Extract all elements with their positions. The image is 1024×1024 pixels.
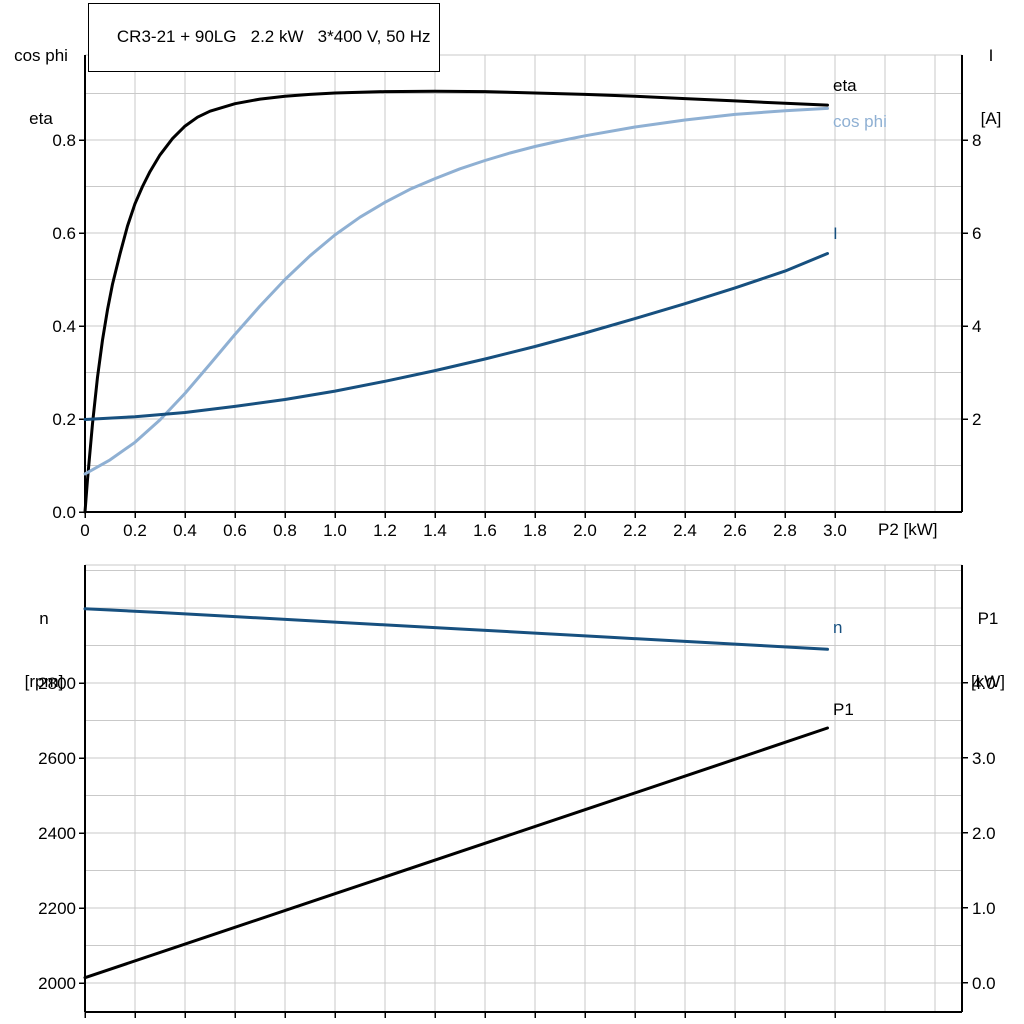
x-axis-title: P2 [kW]	[878, 520, 938, 539]
right-axis-title-line1: I	[988, 46, 994, 65]
bottom-chart-left-axis-title: n [rpm]	[6, 566, 82, 734]
x-tick-label: 0.6	[223, 521, 247, 540]
x-tick-label: 0.8	[273, 521, 297, 540]
x-tick-label: 1.4	[423, 521, 447, 540]
x-tick-label: 1.6	[473, 521, 497, 540]
series-label-speed: n	[833, 618, 842, 637]
left-axis-title-line2: [rpm]	[24, 672, 64, 691]
left-tick-label: 0.4	[52, 317, 76, 336]
left-tick-label: 0.8	[52, 131, 76, 150]
right-tick-label: 3.0	[972, 749, 996, 768]
right-tick-label: 1.0	[972, 899, 996, 918]
left-tick-label: 2600	[38, 749, 76, 768]
right-tick-label: 8	[972, 131, 981, 150]
right-tick-label: 2	[972, 410, 981, 429]
x-tick-label: 1.0	[323, 521, 347, 540]
chart-title-box: CR3-21 + 90LG 2.2 kW 3*400 V, 50 Hz	[88, 3, 441, 72]
series-label-power-p1: P1	[833, 700, 854, 719]
right-tick-label: 6	[972, 224, 981, 243]
right-tick-label: 0.0	[972, 974, 996, 993]
left-axis-title-line2: eta	[29, 109, 53, 128]
x-tick-label: 1.2	[373, 521, 397, 540]
series-cos-phi-curve	[83, 106, 829, 476]
x-tick-label: 2.6	[723, 521, 747, 540]
x-tick-label: 0.4	[173, 521, 197, 540]
left-tick-label: 2200	[38, 899, 76, 918]
left-tick-label: 0.0	[52, 503, 76, 522]
left-tick-label: 0.6	[52, 224, 76, 243]
series-label-current: I	[833, 224, 838, 243]
right-tick-label: 4	[972, 317, 981, 336]
bottom-chart-right-axis-title: P1 [kW]	[956, 566, 1020, 734]
chart-title: CR3-21 + 90LG 2.2 kW 3*400 V, 50 Hz	[116, 27, 431, 46]
left-tick-label: 2000	[38, 974, 76, 993]
left-tick-label: 2400	[38, 824, 76, 843]
series-eta-curve	[83, 89, 829, 514]
x-tick-label: 0.2	[123, 521, 147, 540]
x-tick-label: 2.0	[573, 521, 597, 540]
series-label-cos-phi: cos phi	[833, 112, 887, 131]
left-tick-label: 2800	[38, 674, 76, 693]
series-power-p1-curve	[83, 726, 829, 980]
right-tick-label: 2.0	[972, 824, 996, 843]
series-speed-curve	[83, 607, 829, 651]
x-tick-label: 1.8	[523, 521, 547, 540]
right-axis-title-line1: P1	[977, 609, 999, 628]
left-tick-label: 0.2	[52, 410, 76, 429]
right-axis-title-line2: [kW]	[971, 672, 1005, 691]
right-tick-label: 4.0	[972, 674, 996, 693]
left-axis-title-line1: n	[39, 609, 49, 628]
top-chart-left-axis-title: cos phi eta	[2, 3, 80, 171]
x-tick-label: 2.4	[673, 521, 697, 540]
x-tick-label: 2.8	[773, 521, 797, 540]
top-chart-right-axis-title: I [A]	[962, 3, 1020, 171]
right-axis-title-line2: [A]	[980, 109, 1002, 128]
x-tick-label: 0	[80, 521, 89, 540]
series-current-curve	[83, 252, 829, 421]
x-tick-label: 3.0	[823, 521, 847, 540]
x-tick-label: 2.2	[623, 521, 647, 540]
left-axis-title-line1: cos phi	[14, 46, 68, 65]
series-label-eta: eta	[833, 76, 857, 95]
